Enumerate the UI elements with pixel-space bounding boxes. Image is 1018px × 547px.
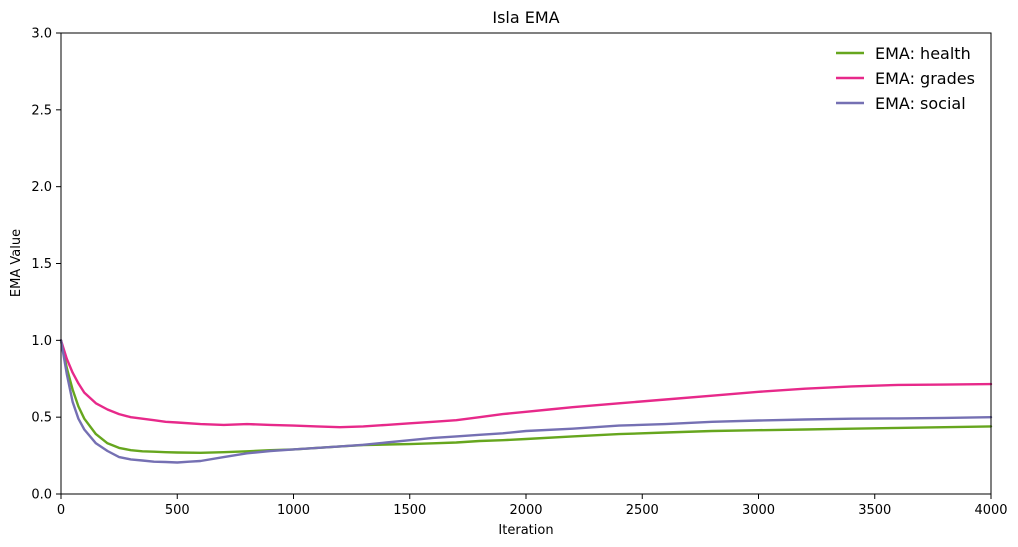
legend-label: EMA: grades [875,69,975,88]
y-tick-label: 1.5 [31,257,52,272]
y-axis-title: EMA Value [9,229,24,297]
x-axis-title: Iteration [498,523,553,538]
y-axis-ticks: 0.0 0.5 1.0 1.5 2.0 2.5 3.0 [31,27,61,503]
y-tick-label: 2.0 [31,180,52,195]
x-tick-label: 1000 [277,503,310,518]
y-tick-label: 1.0 [31,334,52,349]
legend: EMA: health EMA: grades EMA: social [836,44,975,113]
series-line-ema-social [59,339,993,464]
y-tick-label: 0.5 [31,411,52,426]
plot-frame [60,32,992,495]
x-axis-ticks: 0 500 1000 1500 2000 2500 3000 3500 4000 [57,494,1008,518]
x-tick-label: 2000 [509,503,542,518]
chart-title: Isla EMA [492,8,559,27]
legend-label: EMA: social [875,94,966,113]
legend-label: EMA: health [875,44,971,63]
series-line-ema-health [59,339,993,454]
y-tick-label: 3.0 [31,27,52,42]
x-tick-label: 3000 [742,503,775,518]
x-tick-label: 4000 [974,503,1007,518]
plot-lines [59,339,993,464]
x-tick-label: 3500 [858,503,891,518]
series-line-ema-grades [59,339,993,429]
x-tick-label: 1500 [393,503,426,518]
x-tick-label: 500 [165,503,190,518]
y-tick-label: 2.5 [31,103,52,118]
y-tick-label: 0.0 [31,488,52,503]
x-tick-label: 2500 [626,503,659,518]
x-tick-label: 0 [57,503,65,518]
